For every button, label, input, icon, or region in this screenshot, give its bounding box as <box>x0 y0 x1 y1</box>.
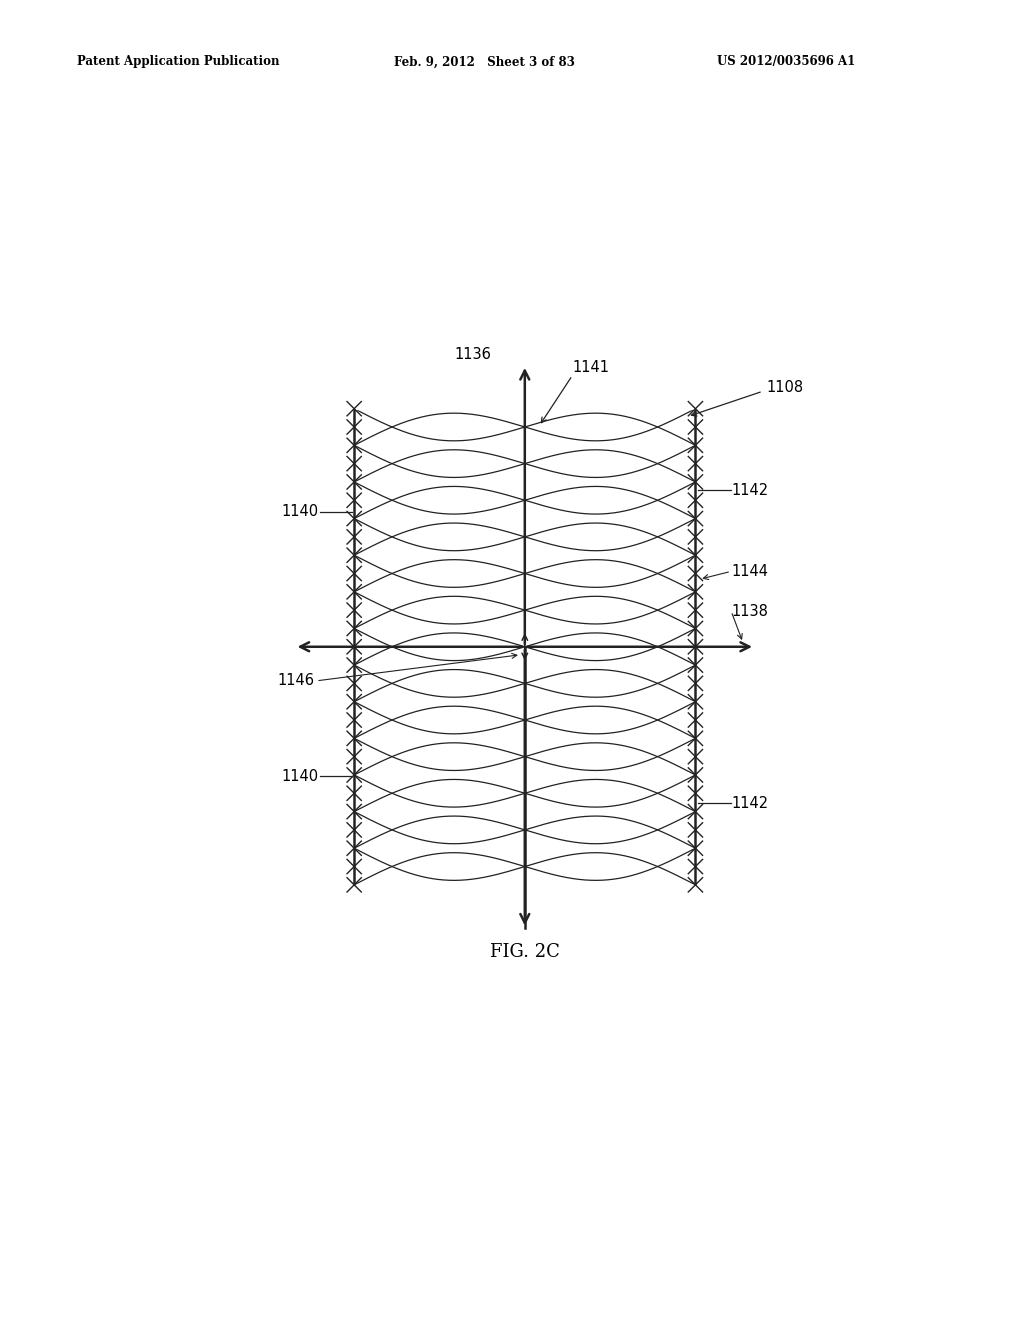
Text: Feb. 9, 2012   Sheet 3 of 83: Feb. 9, 2012 Sheet 3 of 83 <box>394 55 575 69</box>
Text: 1140: 1140 <box>282 504 318 519</box>
Text: 1146: 1146 <box>278 673 314 689</box>
Text: 1140: 1140 <box>282 768 318 784</box>
Text: 1108: 1108 <box>767 380 804 395</box>
Text: FIG. 2C: FIG. 2C <box>489 944 560 961</box>
Text: 1138: 1138 <box>731 603 768 619</box>
Bar <box>128 884 922 1064</box>
Text: 1142: 1142 <box>731 483 768 498</box>
Bar <box>695 269 922 1143</box>
Bar <box>128 269 354 1143</box>
Text: 1142: 1142 <box>731 796 768 810</box>
Text: Patent Application Publication: Patent Application Publication <box>77 55 280 69</box>
Text: 1144: 1144 <box>731 564 768 579</box>
Text: 1136: 1136 <box>455 347 492 362</box>
Text: US 2012/0035696 A1: US 2012/0035696 A1 <box>717 55 855 69</box>
Text: 1141: 1141 <box>572 360 609 375</box>
Bar <box>128 269 922 409</box>
